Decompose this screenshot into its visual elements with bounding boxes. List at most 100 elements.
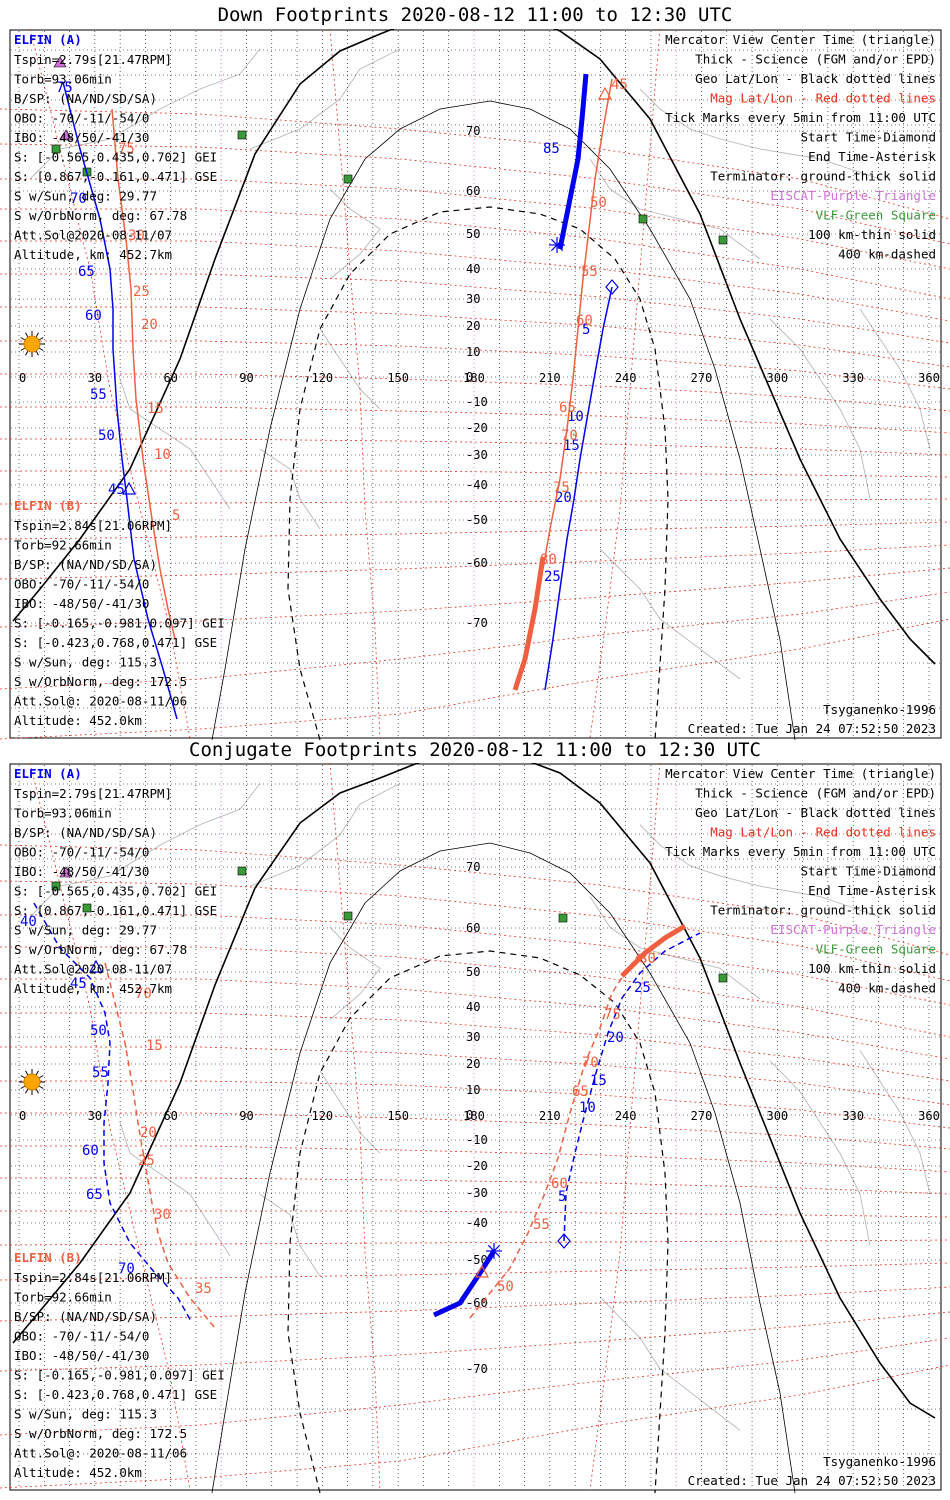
coastline — [639, 824, 881, 918]
elfin-a-info-line: S w/Sun, deg: 29.77 — [14, 189, 157, 204]
elfin-b-tick-label: 25 — [133, 284, 150, 300]
lon-label: 300 — [766, 371, 788, 385]
lon-label: 150 — [387, 371, 409, 385]
elfin-a-tick-label: 5 — [558, 1189, 566, 1205]
lon-label: 90 — [239, 1109, 253, 1123]
mag-parallel — [0, 108, 950, 220]
elfin-a-tick-label: 15 — [563, 438, 580, 454]
elfin-a-header: ELFIN (A) — [14, 32, 82, 47]
coastline — [859, 308, 931, 450]
asterisk-stroke — [550, 238, 564, 252]
sun-ray — [35, 332, 39, 338]
coastline — [249, 48, 401, 150]
elfin-a-track-west — [62, 81, 178, 720]
mag-parallel — [0, 844, 950, 956]
elfin-a-track-east — [544, 286, 613, 691]
mag-parallel — [0, 914, 950, 1006]
lat-label: 10 — [466, 345, 480, 359]
elfin-b-header: ELFIN (B) — [14, 498, 82, 513]
legend-entry: Start Time-Diamond — [801, 130, 936, 145]
coastline — [119, 1122, 231, 1257]
elfin-a-tick-label: 5 — [582, 322, 590, 338]
created-label: Created: Tue Jan 24 07:52:50 2023 — [688, 721, 936, 736]
coastline — [259, 448, 321, 530]
elfin-a-tick-label: 15 — [590, 1073, 607, 1089]
mag-parallel — [0, 143, 950, 245]
lat-label: 30 — [466, 292, 480, 306]
sun-ray — [35, 1070, 39, 1076]
elfin-b-tick-label: 20 — [140, 1125, 157, 1141]
elfin-b-info-line: B/SP: (NA/ND/SD/SA) — [14, 557, 157, 572]
legend: Mercator View Center Time (triangle) Thic… — [665, 766, 936, 996]
elfin-b-info-line: S: [-0.165,-0.981,0.097] GEI — [14, 616, 225, 631]
lat-label: -20 — [466, 421, 488, 435]
mag-parallel — [0, 978, 950, 1060]
elfin-b-track-east — [469, 952, 641, 1319]
elfin-a-info-line: S: [-0.565,0.435,0.702] GEI — [14, 884, 217, 899]
mag-parallel — [0, 521, 950, 540]
elfin-a-tick-label: 60 — [85, 308, 102, 324]
map-frame — [9, 29, 942, 739]
vlf-station-marker — [718, 235, 728, 245]
elfin-a-end-asterisk — [549, 237, 565, 253]
lon-label: 360 — [918, 1109, 940, 1123]
mag-parallel — [0, 1210, 950, 1218]
elfin-a-info-line: OBO: -70/-11/-54/0 — [14, 111, 149, 126]
lat-label: 0 — [466, 1108, 473, 1122]
mag-parallel — [0, 1239, 950, 1246]
lon-label: 240 — [615, 371, 637, 385]
sun-ray — [35, 350, 39, 356]
elfin-b-center-triangle — [474, 1264, 490, 1278]
lon-label: 210 — [539, 371, 561, 385]
elfin-a-info-line: Altitude, km: 452.7km — [14, 981, 172, 996]
legend-entry: Thick - Science (FGM and/or EPD) — [695, 52, 936, 67]
lon-label: 360 — [918, 371, 940, 385]
elfin-a-tick-label: 20 — [555, 490, 572, 506]
sun-ray — [20, 347, 26, 351]
asterisk-stroke — [487, 1244, 501, 1258]
legend-entry: Mag Lat/Lon - Red dotted lines — [710, 91, 936, 106]
elfin-a-tick-label: 45 — [108, 482, 125, 498]
lat-label: -40 — [466, 1216, 488, 1230]
elfin-b-tick-label: 65 — [559, 400, 576, 416]
mag-parallel — [0, 618, 950, 740]
elfin-b-info-line: Torb=92.66min — [14, 538, 112, 553]
elfin-a-tick-label: 85 — [543, 141, 560, 157]
mag-parallel — [0, 208, 950, 300]
elfin-a-info-line: Torb=93.06min — [14, 806, 112, 821]
coastline — [319, 328, 381, 410]
elfin-a-tick-label: 40 — [20, 914, 37, 930]
lat-label: -70 — [466, 1362, 488, 1376]
elfin-b-info-line: S w/Sun, deg: 115.3 — [14, 655, 157, 670]
elfin-a-info-line: Tspin=2.79s[21.47RPM] — [14, 52, 172, 67]
terminator-ground — [12, 763, 936, 1419]
mag-parallel — [0, 1286, 950, 1322]
elfin-b-info-line: S: [-0.165,-0.981,0.097] GEI — [14, 1368, 225, 1383]
mag-parallel — [0, 470, 950, 478]
sun-icon — [19, 331, 45, 357]
mag-parallel — [0, 273, 950, 344]
elfin-b-header: ELFIN (B) — [14, 1250, 82, 1265]
coastlines — [29, 48, 931, 680]
elfin-b-info: ELFIN (B) Tspin=2.84s[21.06RPM] Torb=92.66… — [14, 1250, 225, 1480]
elfin-b-tick-label: 20 — [141, 317, 158, 333]
mag-parallel — [0, 1311, 950, 1372]
terminator-400km — [287, 950, 669, 1493]
mag-meridian — [29, 29, 191, 739]
legend-entry: Tick Marks every 5min from 11:00 UTC — [665, 110, 936, 125]
elfin-a-info-line: IBO: -48/50/-41/30 — [14, 864, 149, 879]
elfin-a-info: ELFIN (A) Tspin=2.79s[21.47RPM] Torb=93.06… — [14, 32, 217, 262]
elfin-a-track-east — [563, 932, 701, 1242]
lon-label: 60 — [163, 371, 177, 385]
sun-ray — [38, 347, 44, 351]
vlf-station-marker — [638, 214, 648, 224]
mag-parallel — [0, 1012, 950, 1082]
mag-parallel — [0, 340, 950, 390]
elfin-a-tick-label: 25 — [544, 569, 561, 585]
elfin-b-tick-label: 30 — [128, 228, 145, 244]
mag-parallel — [0, 880, 950, 982]
sun-ray — [25, 350, 29, 356]
elfin-b-track-west — [104, 962, 216, 1329]
lat-label: -20 — [466, 1159, 488, 1173]
legend-entry: EISCAT-Purple Triangle — [770, 188, 936, 203]
